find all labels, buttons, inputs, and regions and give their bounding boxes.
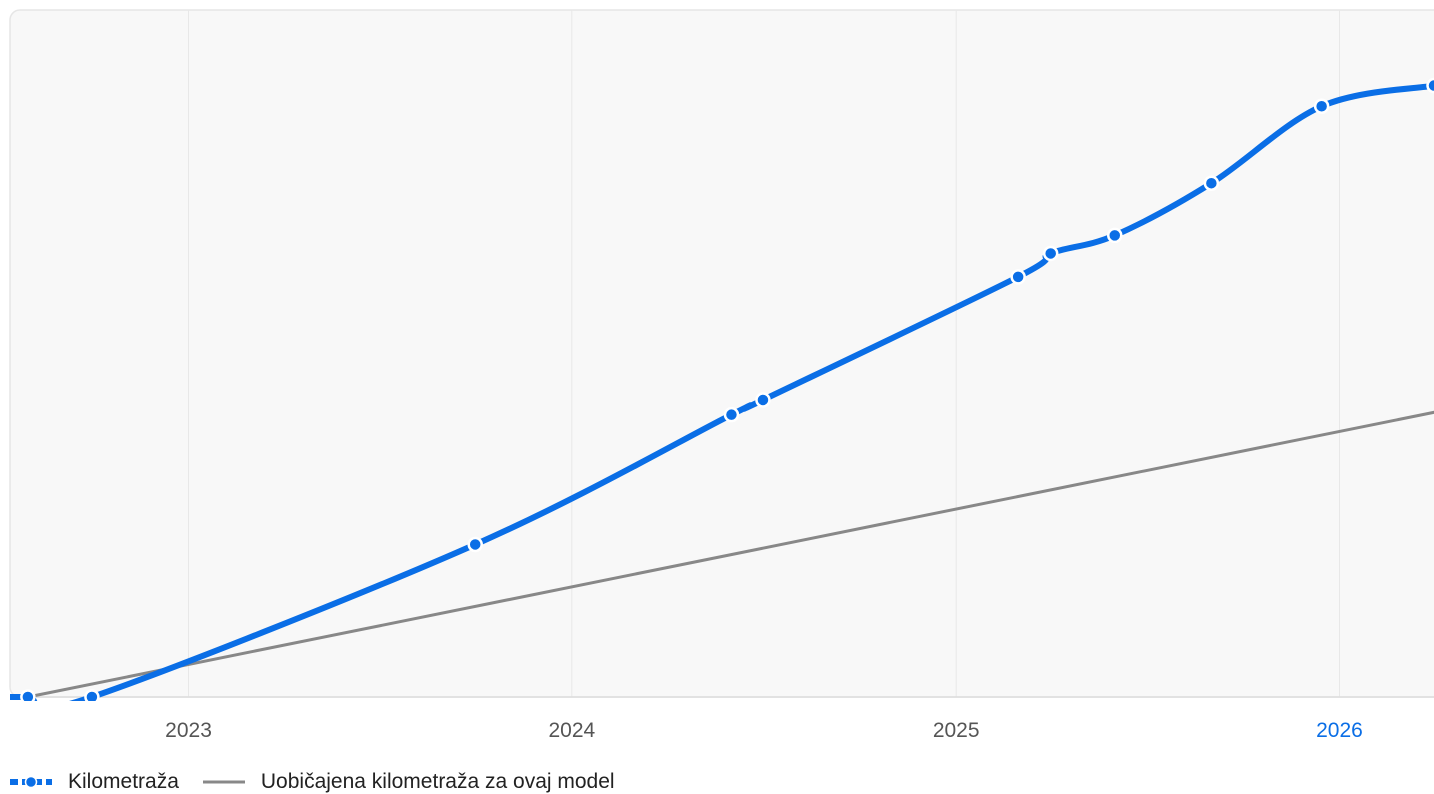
series-line-typical-mileage xyxy=(27,410,1434,699)
dashed-dot-line-icon xyxy=(10,775,52,789)
mileage-data-point[interactable] xyxy=(1010,269,1026,285)
x-tick-label-2024: 2024 xyxy=(548,719,595,742)
grid-lines xyxy=(188,10,1340,697)
x-axis-ticks: 2023 2024 2025 2026 xyxy=(165,719,1363,742)
mileage-data-point[interactable] xyxy=(1203,175,1220,191)
mileage-data-point[interactable] xyxy=(1313,98,1330,115)
mileage-data-point[interactable] xyxy=(1107,227,1123,244)
mileage-data-point[interactable] xyxy=(723,406,740,423)
legend-item-mileage[interactable]: Kilometraža xyxy=(8,770,179,794)
mileage-data-point[interactable] xyxy=(467,536,483,553)
legend-item-typical-mileage[interactable]: Uobičajena kilometraža za ovaj model xyxy=(201,770,615,794)
legend-label-typical-mileage: Uobičajena kilometraža za ovaj model xyxy=(260,770,615,793)
legend-label-mileage: Kilometraža xyxy=(68,770,179,793)
x-tick-label-2026: 2026 xyxy=(1316,719,1363,742)
mileage-data-point[interactable] xyxy=(755,392,771,408)
mileage-data-point[interactable] xyxy=(1042,245,1059,262)
x-tick-label-2023: 2023 xyxy=(165,719,212,742)
mileage-data-point[interactable] xyxy=(20,689,36,704)
solid-line-icon xyxy=(202,780,245,784)
legend: Kilometraža Uobičajena kilometraža za ov… xyxy=(8,770,637,794)
x-tick-label-2025: 2025 xyxy=(933,719,980,742)
plot-background xyxy=(9,9,1434,698)
series-layer xyxy=(10,77,1434,704)
mileage-data-point[interactable] xyxy=(1426,77,1434,94)
mileage-data-point[interactable] xyxy=(84,689,100,704)
